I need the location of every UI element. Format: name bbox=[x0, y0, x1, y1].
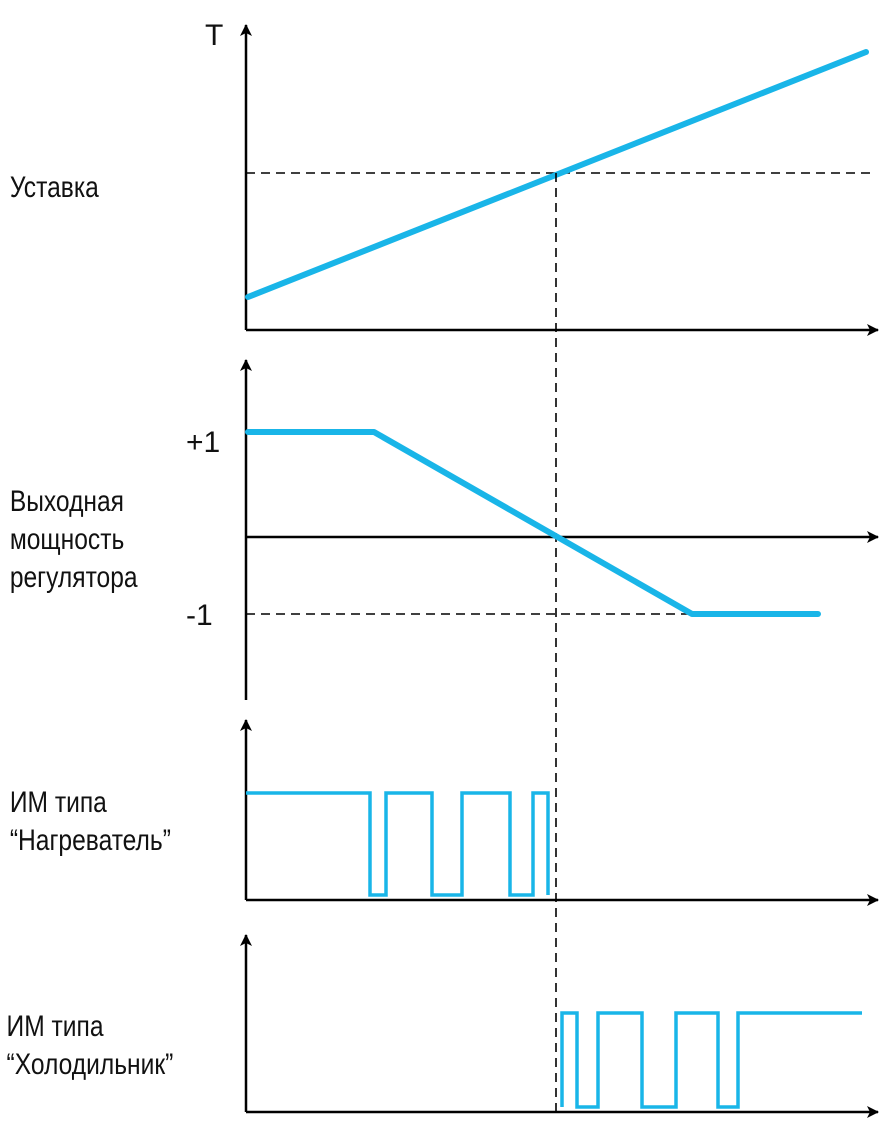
setpoint-label: Уставка bbox=[10, 170, 100, 204]
cooler-label-line1: ИМ типа bbox=[7, 1009, 105, 1043]
panel-heater: ИМ типа “Нагреватель” bbox=[10, 719, 879, 906]
output-power-label-line1: Выходная bbox=[10, 484, 124, 518]
panel-regulator-output: +1 -1 Выходная мощность регулятора bbox=[10, 359, 879, 700]
cooler-label-line2: “Холодильник” bbox=[7, 1047, 174, 1081]
heater-label-line2: “Нагреватель” bbox=[10, 823, 171, 857]
plus-one-tick-label: +1 bbox=[186, 426, 220, 459]
panel-cooler: ИМ типа “Холодильник” bbox=[7, 934, 879, 1118]
minus-one-tick-label: -1 bbox=[186, 599, 213, 632]
heater-pwm-signal bbox=[246, 791, 550, 897]
temperature-ramp-line bbox=[245, 49, 869, 300]
heater-label-line1: ИМ типа bbox=[10, 785, 108, 819]
panel-setpoint: T Уставка bbox=[10, 19, 879, 336]
output-power-line bbox=[245, 429, 821, 617]
temperature-axis-label: T bbox=[205, 19, 223, 52]
output-power-label-line3: регулятора bbox=[10, 560, 138, 594]
output-power-label-line2: мощность bbox=[10, 522, 124, 556]
cooler-pwm-signal bbox=[560, 1011, 862, 1109]
